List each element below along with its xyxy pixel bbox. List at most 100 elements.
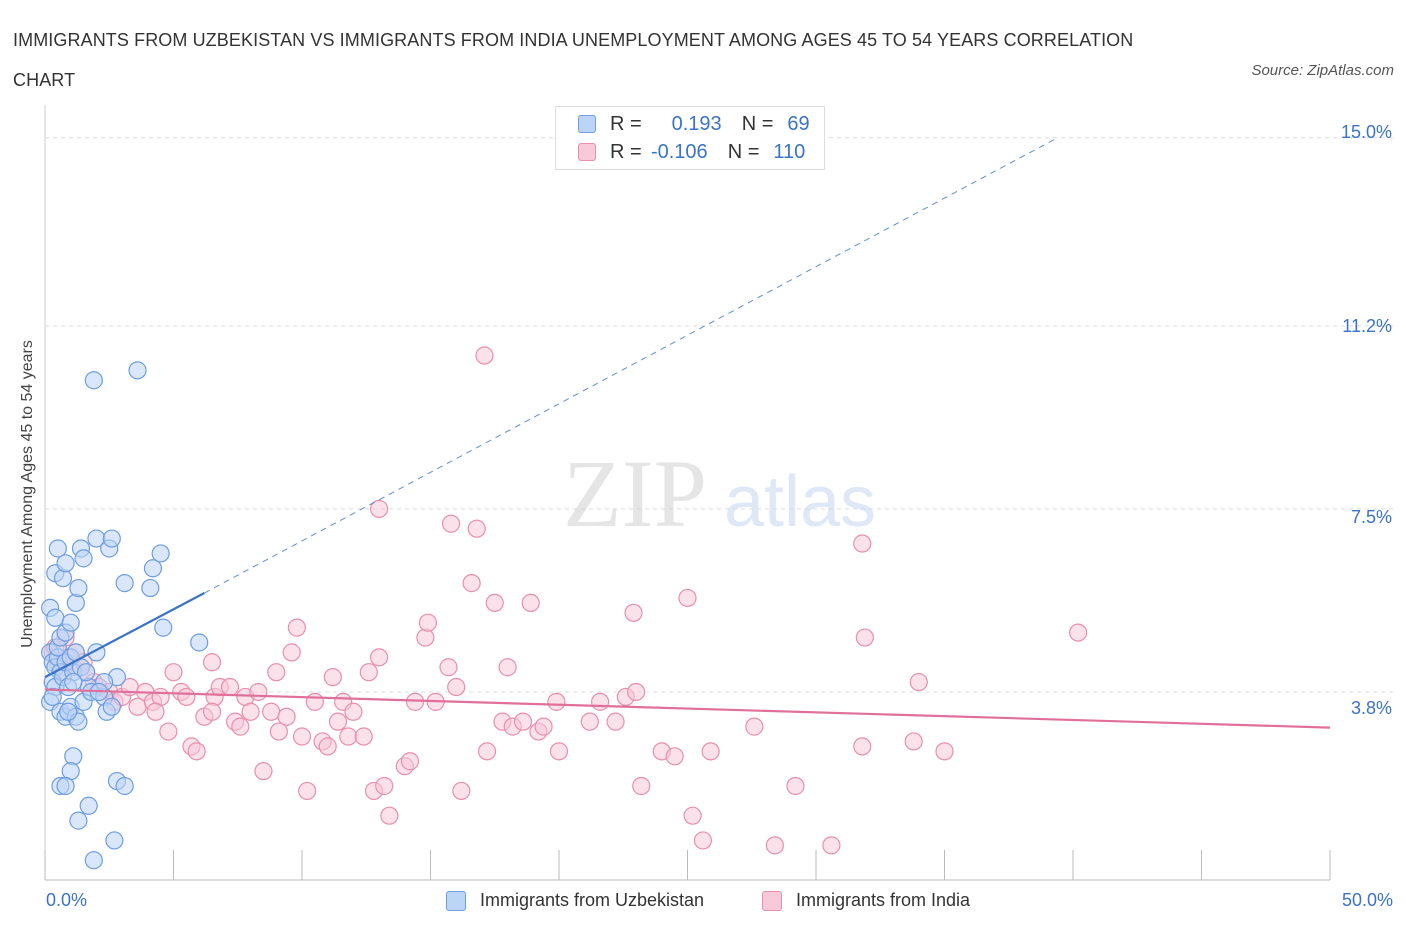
uzbekistan-point-42	[74, 549, 93, 568]
india-point-70	[467, 519, 486, 538]
india-point-46	[318, 737, 337, 756]
india-point-81	[547, 692, 566, 711]
legend-row-uzbekistan: R = 0.193 N = 69	[578, 111, 810, 137]
india-point-43	[298, 781, 317, 801]
series-legend: Immigrants from Uzbekistan Immigrants fr…	[0, 890, 1406, 916]
india-point-68	[452, 781, 471, 801]
india-point-35	[249, 682, 268, 702]
watermark-zip: ZIP	[563, 440, 707, 547]
legend-r-label: R =	[610, 140, 642, 163]
uzbekistan-point-51	[190, 633, 209, 652]
india-point-95	[701, 742, 720, 761]
uzbekistan-point-61	[84, 851, 103, 870]
india-point-106	[1069, 623, 1088, 642]
grid-lines	[45, 137, 1395, 693]
india-point-105	[935, 742, 954, 761]
uzbekistan-trend-dashed	[204, 137, 1058, 594]
india-point-82	[549, 742, 569, 761]
india-point-69	[462, 574, 481, 593]
india-point-48	[328, 712, 348, 731]
uzbekistan-point-38	[48, 539, 67, 558]
stats-legend: R = 0.193 N = 69 R = -0.106 N = 110	[555, 106, 825, 170]
india-point-97	[765, 836, 784, 855]
india-point-50	[339, 727, 358, 746]
india-point-83	[580, 712, 599, 731]
india-point-77	[513, 712, 533, 731]
india-point-104	[904, 732, 923, 751]
india-point-30	[220, 677, 240, 697]
uzbekistan-point-46	[115, 574, 134, 593]
uzbekistan-point-49	[151, 544, 170, 563]
india-point-37	[262, 702, 281, 721]
uzbekistan-point-67	[64, 672, 83, 692]
legend-item-uzbekistan[interactable]: Immigrants from Uzbekistan	[446, 890, 704, 911]
uzbekistan-point-16	[43, 687, 62, 707]
uzbekistan-point-62	[84, 371, 103, 390]
india-point-101	[853, 737, 872, 756]
india-point-92	[678, 588, 697, 608]
legend-r-uzbekistan: 0.193	[671, 112, 722, 135]
legend-label-india: Immigrants from India	[796, 890, 971, 910]
uzbekistan-point-56	[69, 811, 88, 830]
india-point-87	[624, 603, 643, 622]
india-point-93	[683, 806, 702, 825]
india-point-73	[485, 593, 504, 613]
india-point-27	[202, 653, 222, 672]
india-point-42	[292, 727, 312, 746]
uzbekistan-point-45	[102, 529, 121, 548]
y-tick-label-15: 15.0%	[1340, 122, 1392, 142]
india-point-71	[475, 346, 494, 365]
india-point-47	[323, 668, 342, 687]
legend-item-india[interactable]: Immigrants from India	[762, 890, 970, 911]
uzbekistan-point-36	[69, 578, 88, 598]
india-point-44	[305, 692, 324, 711]
uzbekistan-point-60	[105, 831, 124, 850]
india-point-53	[359, 663, 378, 682]
india-point-100	[853, 534, 872, 553]
india-point-103	[909, 672, 928, 692]
legend-row-india: R = -0.106 N = 110	[578, 139, 805, 165]
uzbekistan-point-28	[102, 697, 121, 716]
india-point-57	[380, 806, 399, 825]
uzbekistan-trend-line	[44, 592, 205, 679]
watermark-atlas: atlas	[724, 462, 876, 542]
india-points	[43, 346, 1088, 855]
india-point-58	[370, 499, 389, 518]
uzbekistan-point-59	[115, 776, 134, 796]
uzbekistan-point-57	[79, 796, 98, 815]
india-point-56	[375, 776, 394, 796]
legend-n-label: N =	[727, 140, 760, 163]
india-point-75	[498, 658, 517, 677]
trend-lines	[44, 137, 1331, 729]
uzbekistan-point-52	[64, 747, 83, 766]
india-trend-line	[44, 688, 1331, 729]
legend-r-label: R =	[610, 112, 642, 135]
india-point-80	[534, 717, 553, 736]
uzbekistan-point-35	[66, 593, 85, 613]
chart-title: IMMIGRANTS FROM UZBEKISTAN VS IMMIGRANTS…	[13, 30, 1134, 90]
legend-n-label: N =	[741, 112, 774, 135]
legend-n-uzbekistan: 69	[787, 112, 810, 135]
uzbekistan-point-48	[143, 559, 163, 578]
india-point-88	[626, 682, 646, 702]
india-point-85	[606, 712, 625, 731]
legend-n-india: 110	[773, 140, 806, 163]
y-tick-label-7: 7.5%	[1350, 507, 1392, 527]
uzbekistan-point-50	[154, 618, 173, 637]
india-point-98	[786, 776, 805, 796]
india-point-99	[822, 836, 841, 855]
legend-swatch-uzbekistan	[446, 890, 466, 911]
india-point-39	[277, 707, 296, 726]
india-point-102	[855, 628, 874, 647]
india-point-72	[477, 742, 497, 761]
india-point-62	[416, 628, 435, 647]
india-point-108	[269, 722, 288, 741]
x-tick-label-max: 50.0%	[1341, 890, 1393, 910]
india-point-96	[745, 717, 764, 736]
india-point-109	[146, 702, 165, 721]
legend-swatch-uzbekistan	[578, 115, 596, 133]
india-point-84	[591, 692, 610, 711]
legend-swatch-india	[578, 143, 596, 161]
india-point-55	[370, 648, 389, 667]
india-point-23	[177, 687, 196, 707]
